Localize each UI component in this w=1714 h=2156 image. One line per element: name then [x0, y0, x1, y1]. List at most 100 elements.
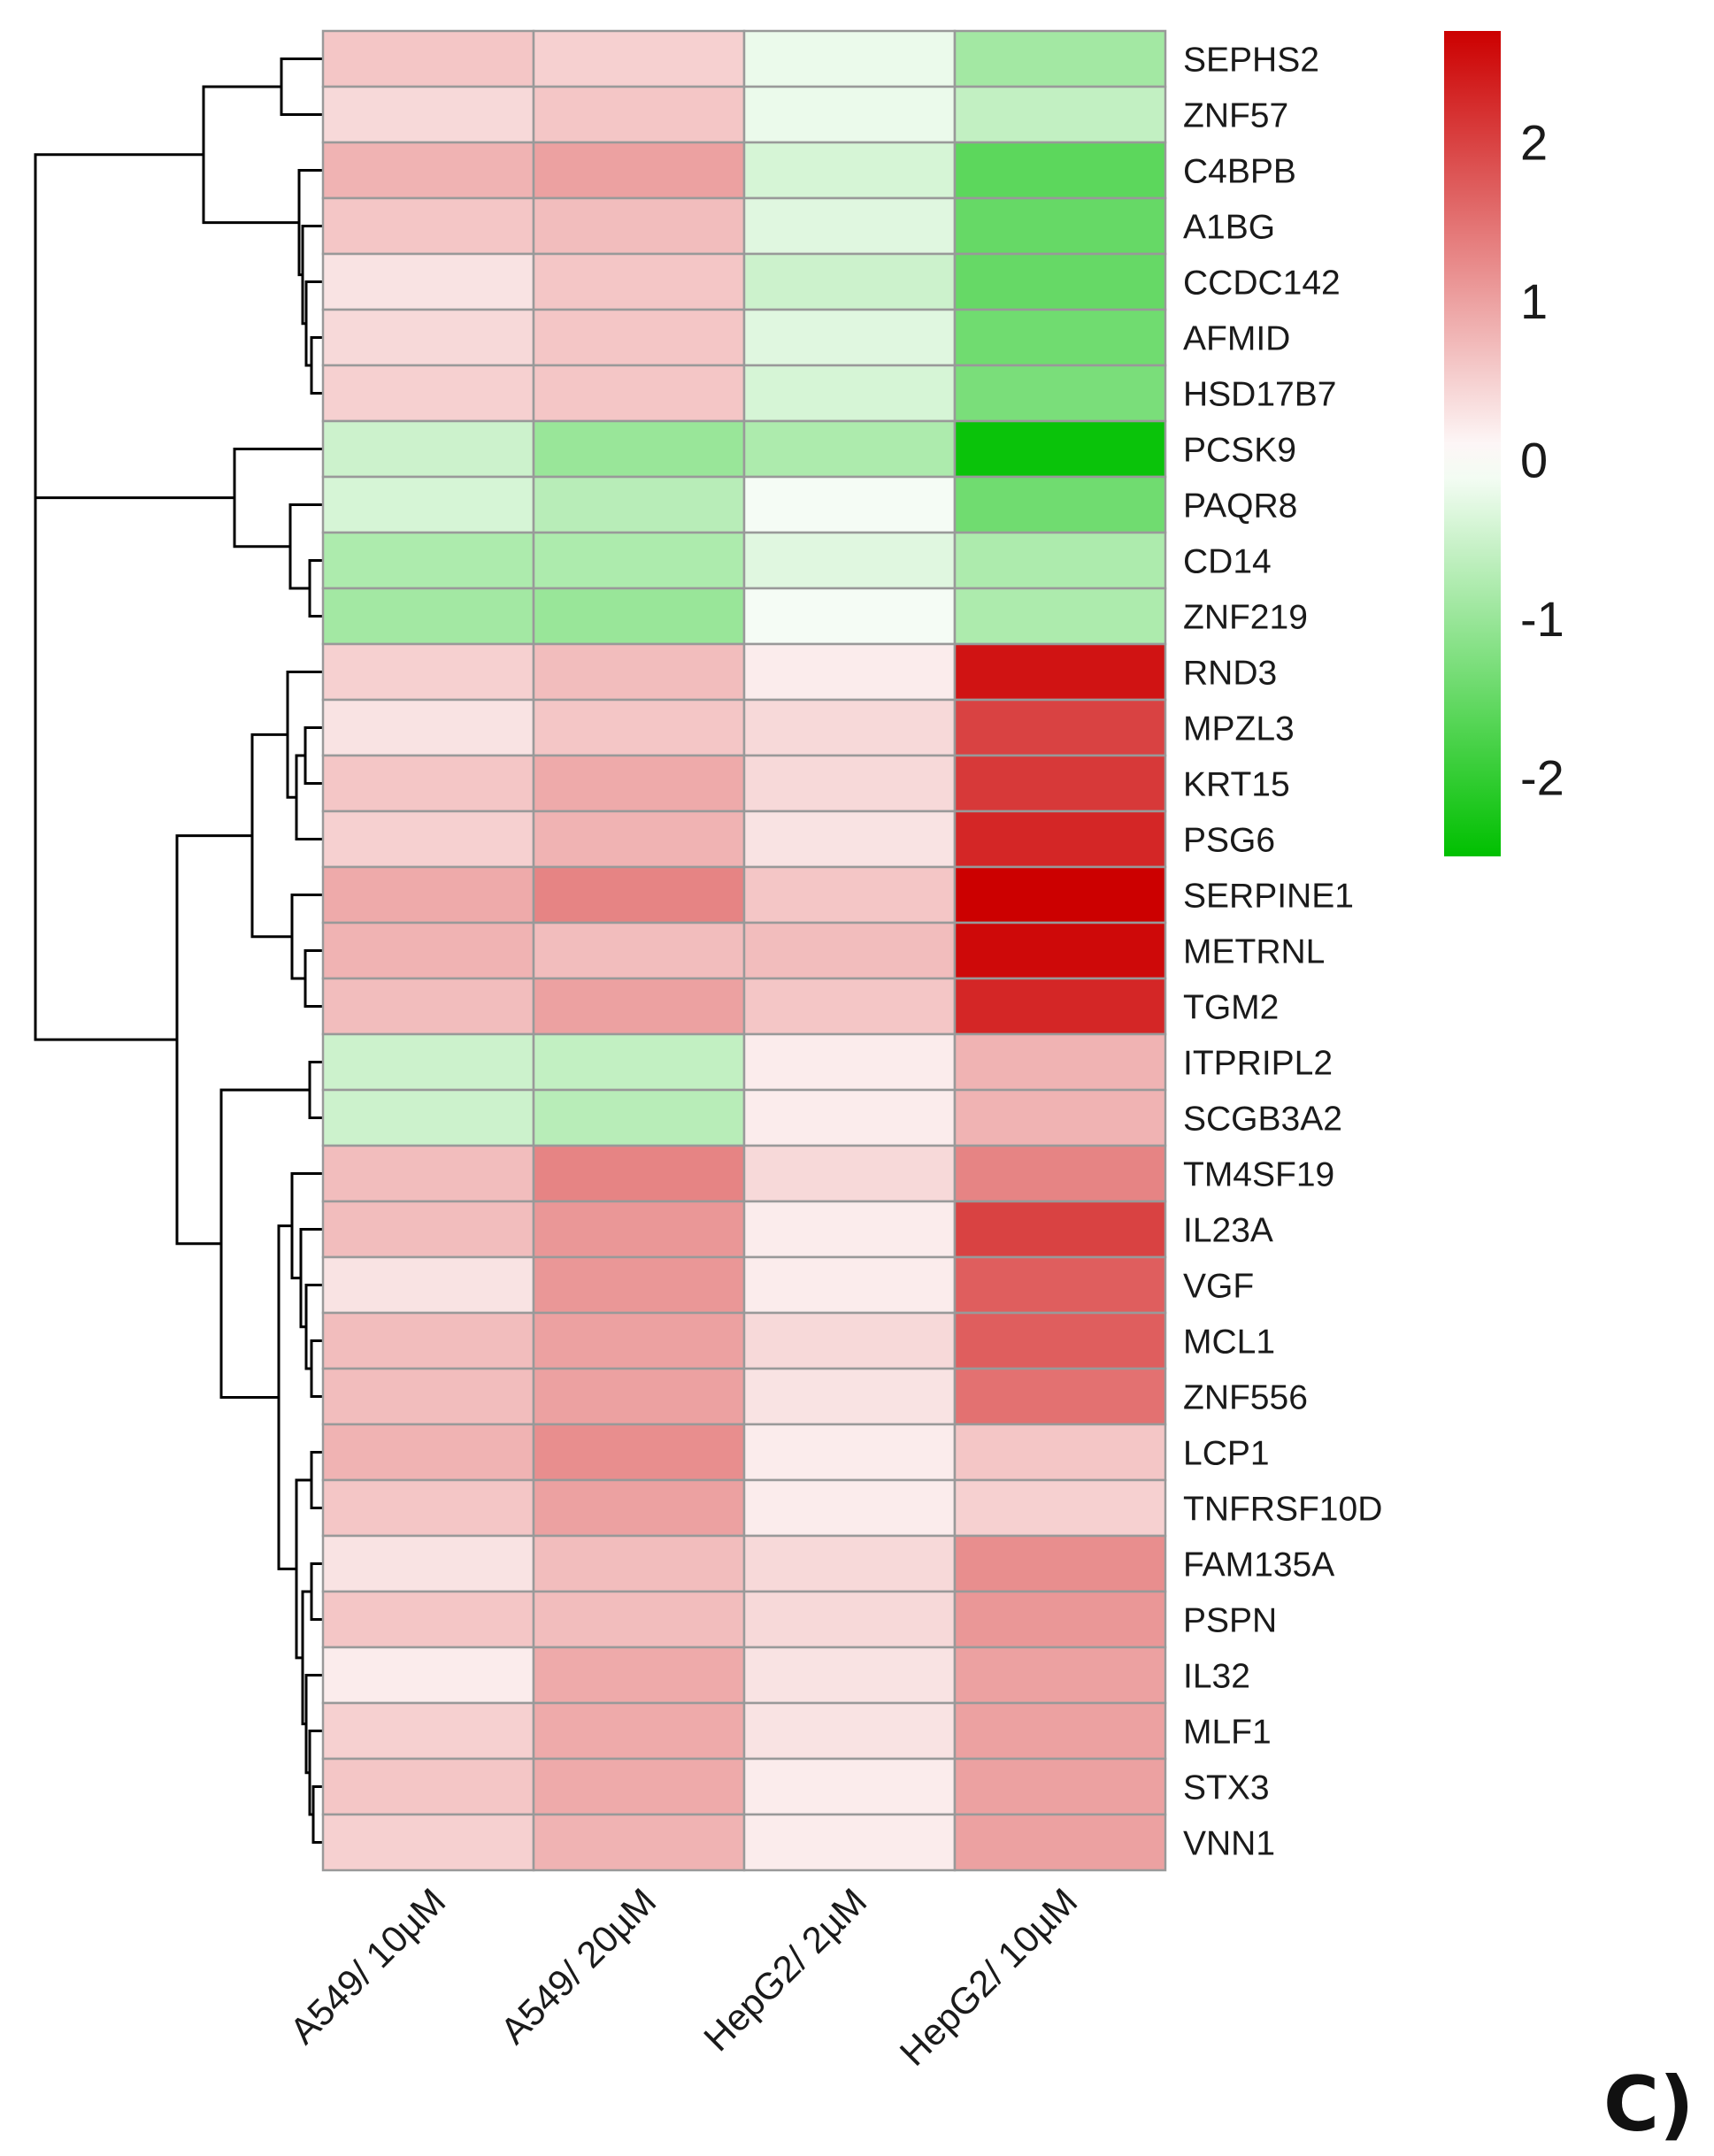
row-label: ZNF57 — [1183, 97, 1288, 135]
heatmap-cell — [532, 1478, 746, 1538]
heatmap-cell — [532, 865, 746, 925]
heatmap-cell — [532, 1590, 746, 1649]
dendrogram-branch — [304, 949, 323, 1008]
heatmap-cell — [953, 1757, 1167, 1816]
heatmap-cell — [953, 1200, 1167, 1259]
heatmap-cell — [953, 1646, 1167, 1705]
row-label: IL32 — [1183, 1658, 1250, 1696]
heatmap-cell — [321, 1478, 535, 1538]
column-label: A549/ 20µM — [492, 1880, 664, 2052]
heatmap-cell — [742, 1032, 957, 1092]
heatmap-cell — [953, 364, 1167, 423]
heatmap-cell — [532, 1423, 746, 1482]
heatmap-cell — [321, 1255, 535, 1315]
heatmap-cell — [742, 531, 957, 590]
heatmap-cell — [742, 1367, 957, 1426]
heatmap-cell — [532, 1088, 746, 1147]
heatmap-cell — [953, 1813, 1167, 1872]
heatmap-cell — [953, 1423, 1167, 1482]
heatmap-cell — [953, 1311, 1167, 1370]
dendrogram-branch — [308, 559, 323, 618]
row-label: A1BG — [1183, 209, 1275, 247]
heatmap-cell — [742, 1757, 957, 1816]
dendrogram-branch — [202, 85, 299, 225]
dendrogram-branch — [299, 1228, 323, 1329]
heatmap-cell — [742, 865, 957, 925]
heatmap-cell — [321, 419, 535, 479]
legend-ticks: 2 1 0 -1 -2 — [1520, 115, 1564, 806]
heatmap-cell — [532, 587, 746, 646]
panel-label: C) — [1603, 2060, 1694, 2149]
heatmap-cell — [321, 865, 535, 925]
heatmap-cell — [742, 698, 957, 757]
column-label: HepG2/ 2µM — [696, 1880, 874, 2059]
heatmap-cell — [742, 1534, 957, 1593]
heatmap-cell — [321, 196, 535, 256]
row-label: STX3 — [1183, 1769, 1270, 1807]
heatmap-cell — [742, 475, 957, 534]
heatmap-cell — [953, 196, 1167, 256]
dendrogram-branch — [290, 894, 323, 980]
row-label: PSPN — [1183, 1602, 1277, 1640]
heatmap-cell — [953, 475, 1167, 534]
row-label: SERPINE1 — [1183, 878, 1354, 916]
heatmap-cell — [742, 1088, 957, 1147]
heatmap-cell — [742, 1478, 957, 1538]
dendrogram-branch — [304, 726, 323, 785]
row-label: C4BPB — [1183, 153, 1296, 191]
row-label: LCP1 — [1183, 1435, 1270, 1473]
heatmap-cell — [953, 865, 1167, 925]
row-label: MPZL3 — [1183, 710, 1295, 748]
heatmap-cell — [953, 531, 1167, 590]
heatmap-cell — [742, 1813, 957, 1872]
row-label: TGM2 — [1183, 989, 1279, 1027]
heatmap-cell — [953, 1590, 1167, 1649]
heatmap-cell — [321, 1813, 535, 1872]
row-labels: SEPHS2 ZNF57 C4BPB A1BG CCDC142 AFMID HSD17B7 P… — [1183, 42, 1382, 1863]
heatmap-cell — [742, 1144, 957, 1203]
heatmap-cell — [321, 85, 535, 144]
heatmap-cell — [953, 29, 1167, 88]
dendrogram-branch — [288, 503, 323, 590]
heatmap-cell — [532, 1701, 746, 1761]
row-label: CCDC142 — [1183, 265, 1341, 303]
heatmap-cell — [321, 587, 535, 646]
heatmap-cell — [321, 921, 535, 980]
row-label: HSD17B7 — [1183, 376, 1336, 414]
heatmap-cell — [953, 1255, 1167, 1315]
heatmap-cell — [742, 754, 957, 813]
heatmap-cell — [742, 1646, 957, 1705]
heatmap-cell — [321, 1367, 535, 1426]
dendrogram-branch — [34, 326, 177, 1041]
heatmap-cell — [532, 196, 746, 256]
heatmap-cell — [321, 531, 535, 590]
dendrogram-branch — [295, 754, 323, 840]
heatmap-cell — [532, 1367, 746, 1426]
row-label: AFMID — [1183, 320, 1290, 358]
heatmap-cell — [953, 1478, 1167, 1538]
dendrogram-branch — [175, 834, 252, 1246]
heatmap-cell — [532, 1032, 746, 1092]
heatmap-cell — [321, 1144, 535, 1203]
row-label: KRT15 — [1183, 766, 1290, 804]
heatmap-cell — [321, 642, 535, 702]
heatmap-cell — [953, 1367, 1167, 1426]
heatmap-cell — [321, 1757, 535, 1816]
heatmap-cell — [742, 29, 957, 88]
row-label: IL23A — [1183, 1212, 1273, 1250]
heatmap-cell — [953, 1701, 1167, 1761]
row-label: METRNL — [1183, 933, 1325, 971]
legend-tick-label: 2 — [1520, 115, 1548, 171]
row-label: MCL1 — [1183, 1324, 1275, 1362]
heatmap-cell — [742, 85, 957, 144]
heatmap-cell — [321, 809, 535, 869]
dendrogram-branch — [310, 1562, 323, 1621]
heatmap-cell — [532, 252, 746, 311]
heatmap-cell — [953, 308, 1167, 367]
heatmap-cell — [742, 1701, 957, 1761]
column-label: A549/ 10µM — [281, 1880, 453, 2052]
heatmap-cell — [321, 1590, 535, 1649]
heatmap-cell — [742, 252, 957, 311]
heatmap-cell — [742, 141, 957, 200]
